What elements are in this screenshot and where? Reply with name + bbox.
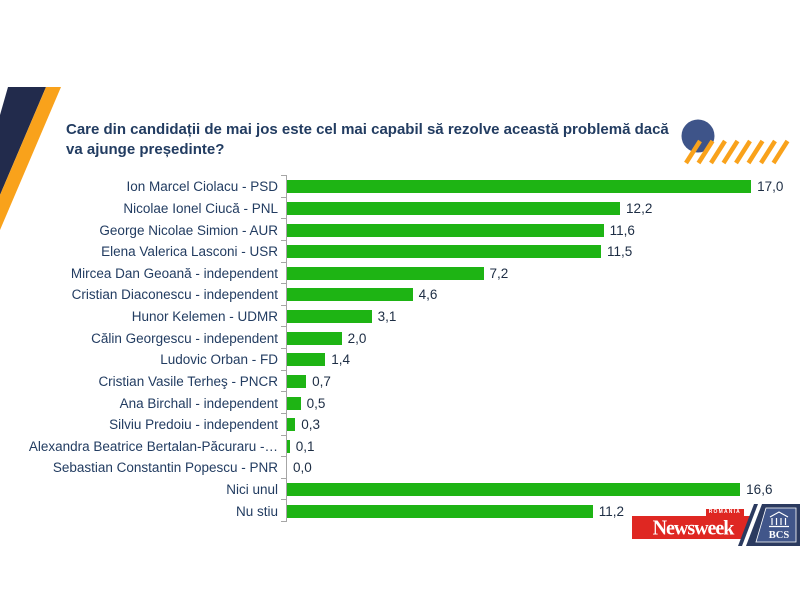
chart-row: Ana Birchall - independent 0,5 [8, 391, 784, 414]
bar-cell: 12,2 [281, 196, 784, 220]
striped-circle-decoration [681, 119, 790, 165]
value-label: 4,6 [418, 287, 438, 303]
category-label: Nu stiu [235, 503, 278, 519]
category-label: Ion Marcel Ciolacu - PSD [126, 179, 278, 195]
bcs-white-stripe [742, 504, 762, 546]
bar [287, 374, 307, 388]
bar [287, 288, 413, 302]
bar-cell: 0,3 [281, 412, 784, 436]
bar [287, 245, 601, 259]
bar-cell: 17,0 [281, 175, 784, 198]
newsweek-logo: ROMÂNIA Newsweek [632, 509, 754, 540]
chart-row: Sebastian Constantin Popescu - PNR 0,0 [8, 456, 784, 479]
bar [287, 418, 296, 432]
bar-cell: 2,0 [281, 326, 784, 349]
value-label: 0,3 [301, 417, 320, 433]
category-label: Cristian Diaconescu - independent [71, 287, 278, 303]
bar-cell: 4,6 [281, 283, 784, 306]
bar [287, 180, 752, 194]
category-label: Nici unul [226, 482, 278, 498]
bar-cell: 3,1 [281, 304, 784, 328]
orange-hatch-stripes [684, 139, 790, 165]
chart-row: Mircea Dan Geoană - independent 7,2 [8, 261, 784, 285]
bar [287, 223, 604, 237]
newsweek-romania-tag: ROMÂNIA [705, 509, 744, 516]
value-label: 17,0 [757, 179, 784, 195]
value-label: 0,7 [312, 373, 331, 389]
chart-row: Nicolae Ionel Ciucă - PNL 12,2 [8, 196, 784, 220]
bar [287, 504, 593, 518]
bar [287, 266, 484, 280]
blue-circle-shape [681, 119, 715, 153]
value-label: 0,1 [295, 438, 315, 454]
chart-row: Ion Marcel Ciolacu - PSD 17,0 [8, 175, 784, 198]
value-label: 2,0 [347, 330, 367, 346]
value-label: 0,0 [293, 460, 312, 476]
chart-row: Călin Georgescu - independent 2,0 [8, 326, 784, 349]
value-label: 12,2 [626, 200, 653, 216]
bar-cell: 0,0 [281, 456, 784, 479]
bcs-logo: BCS [738, 504, 800, 546]
value-label: 11,2 [598, 503, 625, 519]
value-label: 3,1 [377, 309, 397, 325]
chart-row: Hunor Kelemen - UDMR 3,1 [8, 304, 784, 328]
corner-ribbon-decoration [0, 87, 61, 230]
value-label: 1,4 [331, 352, 350, 368]
bar-chart: Ion Marcel Ciolacu - PSD 17,0 Nicolae Ione… [8, 175, 784, 522]
question-title: Care din candidații de mai jos este cel … [66, 121, 669, 158]
category-label: Alexandra Beatrice Bertalan-Păcuraru -… [28, 438, 278, 454]
chart-row: Cristian Vasile Terheş - PNCR 0,7 [8, 369, 784, 393]
chart-row: Nu stiu 11,2 [8, 499, 784, 522]
category-label: George Nicolae Simion - AUR [99, 222, 278, 238]
bar-cell: 7,2 [281, 261, 784, 285]
value-label: 16,6 [746, 482, 773, 498]
bar [287, 483, 741, 497]
bar-cell: 11,5 [281, 239, 784, 263]
chart-rows: Ion Marcel Ciolacu - PSD 17,0 Nicolae Ione… [8, 175, 784, 522]
category-label: Elena Valerica Lasconi - USR [101, 244, 278, 260]
bar [287, 310, 372, 324]
bar [287, 439, 290, 453]
category-label: Ludovic Orban - FD [160, 352, 278, 368]
bcs-wordmark: BCS [769, 530, 790, 541]
chart-row: Alexandra Beatrice Bertalan-Păcuraru -… 0… [8, 434, 784, 458]
category-label: Silviu Predoiu - independent [109, 417, 278, 433]
value-label: 11,5 [606, 244, 633, 260]
bar [287, 396, 301, 410]
value-label: 7,2 [489, 265, 509, 281]
chart-row: Elena Valerica Lasconi - USR 11,5 [8, 239, 784, 263]
category-label: Călin Georgescu - independent [91, 330, 278, 346]
bar-cell: 11,6 [281, 218, 784, 241]
bar-cell: 0,5 [281, 391, 784, 414]
category-label: Mircea Dan Geoană - independent [70, 265, 278, 281]
chart-row: Cristian Diaconescu - independent 4,6 [8, 283, 784, 306]
bcs-building-icon [769, 511, 789, 528]
bar-cell: 0,1 [281, 434, 784, 458]
category-label: Cristian Vasile Terheş - PNCR [98, 373, 278, 389]
bar [287, 331, 342, 345]
bar-cell: 16,6 [281, 477, 784, 501]
category-label: Sebastian Constantin Popescu - PNR [52, 460, 278, 476]
bar-cell: 0,7 [281, 369, 784, 393]
bar [287, 201, 621, 215]
chart-row: George Nicolae Simion - AUR 11,6 [8, 218, 784, 241]
bar-cell: 11,2 [281, 499, 784, 522]
chart-row: Ludovic Orban - FD 1,4 [8, 348, 784, 371]
category-label: Hunor Kelemen - UDMR [131, 309, 278, 325]
chart-row: Silviu Predoiu - independent 0,3 [8, 412, 784, 436]
value-label: 0,5 [306, 395, 326, 411]
category-label: Nicolae Ionel Ciucă - PNL [123, 200, 278, 216]
bar [287, 353, 326, 367]
orange-stripe-shape [0, 87, 61, 230]
bar-cell: 1,4 [281, 348, 784, 371]
category-label: Ana Birchall - independent [119, 395, 278, 411]
value-label: 11,6 [609, 222, 635, 238]
chart-row: Nici unul 16,6 [8, 477, 784, 501]
newsweek-wordmark: Newsweek [652, 515, 735, 540]
